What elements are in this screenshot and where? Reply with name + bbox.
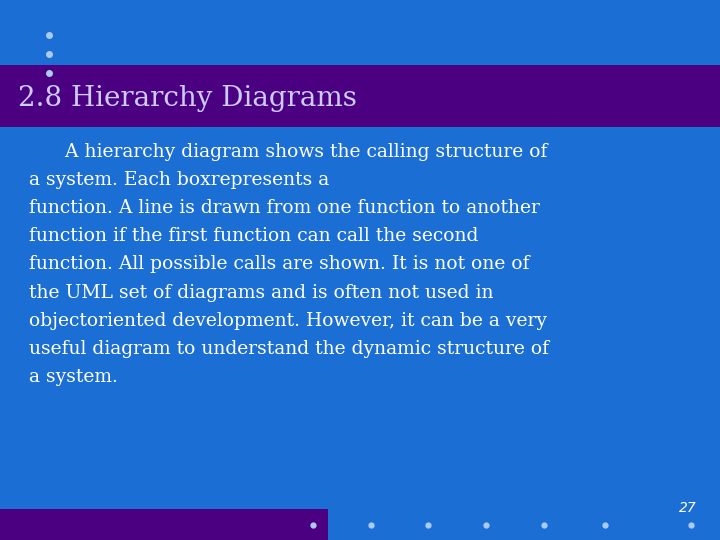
Bar xyxy=(0,509,328,540)
Text: the UML set of diagrams and is often not used in: the UML set of diagrams and is often not… xyxy=(29,284,493,301)
Text: 27: 27 xyxy=(678,501,696,515)
Text: a system.: a system. xyxy=(29,368,117,386)
Bar xyxy=(0,65,720,127)
Text: function. All possible calls are shown. It is not one of: function. All possible calls are shown. … xyxy=(29,255,529,273)
Text: a system. Each boxrepresents a: a system. Each boxrepresents a xyxy=(29,171,329,189)
Text: objectoriented development. However, it can be a very: objectoriented development. However, it … xyxy=(29,312,546,329)
Text: function. A line is drawn from one function to another: function. A line is drawn from one funct… xyxy=(29,199,540,217)
Text: 2.8 Hierarchy Diagrams: 2.8 Hierarchy Diagrams xyxy=(18,85,357,112)
Text: function if the first function can call the second: function if the first function can call … xyxy=(29,227,478,245)
Text: A hierarchy diagram shows the calling structure of: A hierarchy diagram shows the calling st… xyxy=(29,143,547,161)
Text: useful diagram to understand the dynamic structure of: useful diagram to understand the dynamic… xyxy=(29,340,549,357)
